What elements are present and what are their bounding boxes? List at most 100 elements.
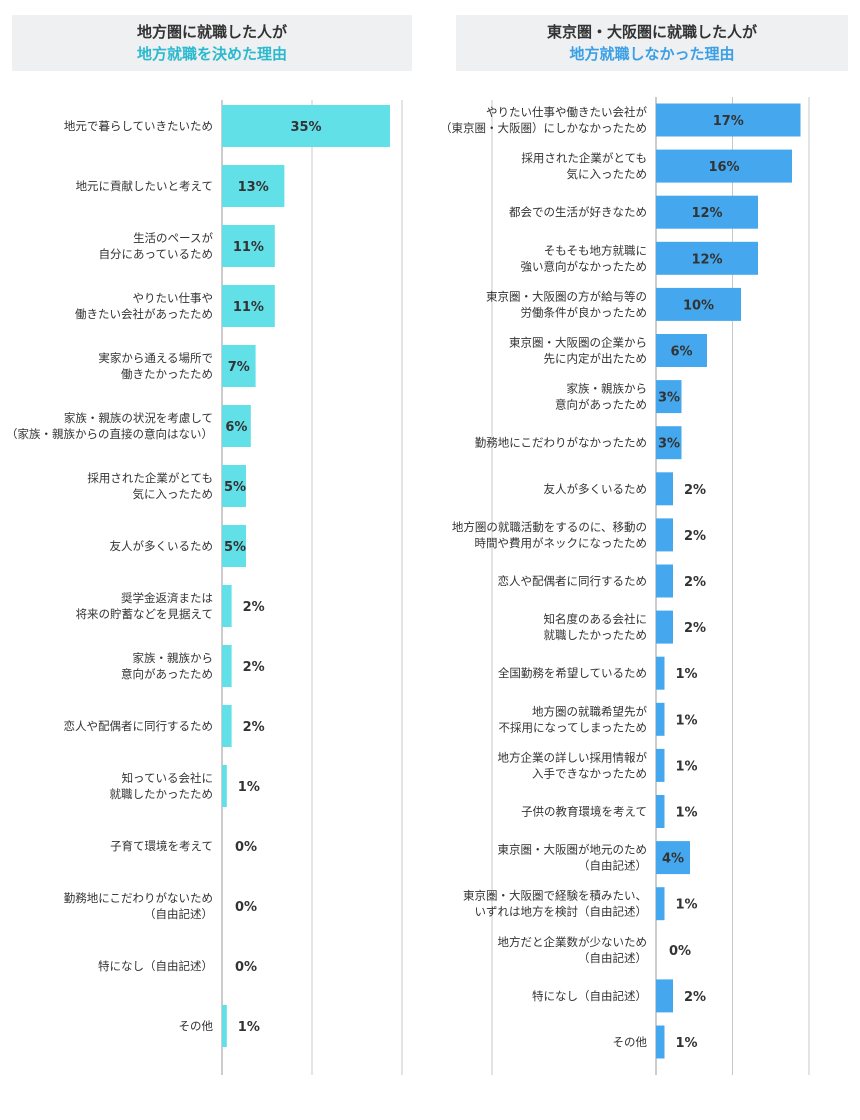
right-bar [656,518,673,552]
left-value-label: 0% [235,960,257,975]
right-value-label: 3% [658,391,680,406]
left-bar [222,225,275,267]
left-category-label: その他 [179,1019,214,1033]
left-bar [222,765,227,807]
right-bar [656,979,673,1013]
right-category-label: 全国勤務を希望しているため [498,666,647,680]
right-bar [656,149,792,183]
left-chart: 地元で暮らしていきたいため 35% 地元に貢献したいと考えて 13% 生活のペースが自分… [6,100,493,1075]
left-category-label: 奨学金返済または [121,591,213,605]
right-category-label: 都会での生活が好きなため [509,205,647,219]
left-value-label: 0% [235,840,257,855]
left-bar [222,705,232,747]
right-category-label: 地方だと企業数が少ないため [498,935,648,949]
right-value-label: 2% [684,529,706,544]
left-category-label: 恋人や配偶者に同行するため [64,719,214,733]
left-bar [222,585,232,627]
right-value-label: 4% [662,852,684,867]
right-value-label: 1% [676,759,698,774]
right-title-line1: 東京圏・大阪圏に就職した人が [546,23,757,41]
right-category-label: 気に入ったため [567,167,648,181]
left-bar [222,345,256,387]
right-panel-title: 東京圏・大阪圏に就職した人が 地方就職しなかった理由 [456,15,848,71]
left-category-label: 就職したかったため [110,787,214,801]
right-bar [656,887,665,921]
right-category-label: 意向があったため [555,398,647,412]
left-value-label: 7% [228,360,250,375]
right-value-label: 2% [684,483,706,498]
left-category-label: 友人が多くいるため [110,539,214,553]
right-title-line2: 地方就職しなかった理由 [569,45,735,63]
left-title-line2: 地方就職を決めた理由 [136,45,287,63]
right-bar [656,334,707,367]
left-category-label: 働きたかったため [121,367,213,381]
left-category-label: 自分にあっているため [99,247,213,261]
left-bar [222,285,275,327]
left-value-label: 11% [233,300,264,315]
right-bar [656,1025,665,1059]
left-category-label: 実家から通える場所で [98,351,213,365]
right-bar [656,656,665,690]
left-value-label: 5% [224,480,246,495]
left-bar [222,165,285,207]
left-category-label: 地元で暮らしていきたいため [64,119,213,133]
left-category-label: 特になし（自由記述） [98,959,213,973]
right-category-label: 勤務地にこだわりがなかったため [475,436,647,450]
right-bar [656,380,682,414]
left-panel-title: 地方圏に就職した人が 地方就職を決めた理由 [12,15,412,71]
left-value-label: 2% [243,720,265,735]
right-bar [656,472,673,506]
left-category-label: 意向があったため [121,667,213,681]
right-value-label: 1% [676,898,698,913]
left-value-label: 0% [235,900,257,915]
left-category-label: 採用された企業がとても [87,471,213,485]
right-category-label: 地方企業の詳しい採用情報が [498,750,648,764]
right-value-label: 3% [658,437,680,452]
right-value-label: 2% [684,575,706,590]
right-value-label: 1% [676,713,698,728]
right-category-label: いずれは地方を検討（自由記述） [475,905,648,919]
left-category-label: 気に入ったため [133,487,214,501]
left-bar [222,1005,227,1047]
left-category-label: 働きたい会社があったため [75,307,213,321]
left-bar [222,105,390,147]
right-category-label: 子供の教育環境を考えて [521,805,647,819]
left-value-label: 13% [238,180,269,195]
right-value-label: 1% [676,806,698,821]
left-category-label: 子育て環境を考えて [110,839,213,853]
right-bar [656,610,673,644]
right-bar [656,841,690,875]
right-bar [656,564,673,598]
right-category-label: 恋人や配偶者に同行するため [498,574,648,588]
right-category-label: 不採用になってしまったため [499,720,647,734]
right-value-label: 2% [684,990,706,1005]
right-value-label: 17% [713,114,744,129]
right-category-label: 採用された企業がとても [521,151,647,165]
left-category-label: 勤務地にこだわりがないため [64,891,213,905]
left-category-label: 知っている会社に [122,771,213,785]
right-category-label: 先に内定が出たため [544,352,648,366]
right-category-label: 地方圏の就職希望先が [532,704,647,718]
right-bar [656,795,665,828]
right-category-label: そもそも地方就職に [544,243,647,257]
right-category-label: 東京圏・大阪圏が地元のため [498,843,648,857]
left-category-label: 家族・親族から [133,651,214,665]
left-category-label: 家族・親族の状況を考慮して [64,411,213,425]
right-category-label: 時間や費用がネックになったため [475,536,648,550]
left-value-label: 6% [225,420,247,435]
right-value-label: 10% [683,298,714,313]
left-category-label: （自由記述） [144,907,213,921]
right-category-label: 就職したかったため [544,628,648,642]
right-category-label: 家族・親族から [567,382,648,396]
right-category-label: 地方圏の就職活動をするのに、移動の [452,520,647,534]
right-bar [656,195,758,229]
right-value-label: 0% [669,944,691,959]
right-bar [656,287,741,321]
right-value-label: 12% [691,252,722,267]
right-bar [656,103,801,137]
right-category-label: 入手できなかったため [532,766,647,780]
left-category-label: 地元に貢献したいと考えて [76,179,213,193]
left-category-label: やりたい仕事や [133,291,214,305]
